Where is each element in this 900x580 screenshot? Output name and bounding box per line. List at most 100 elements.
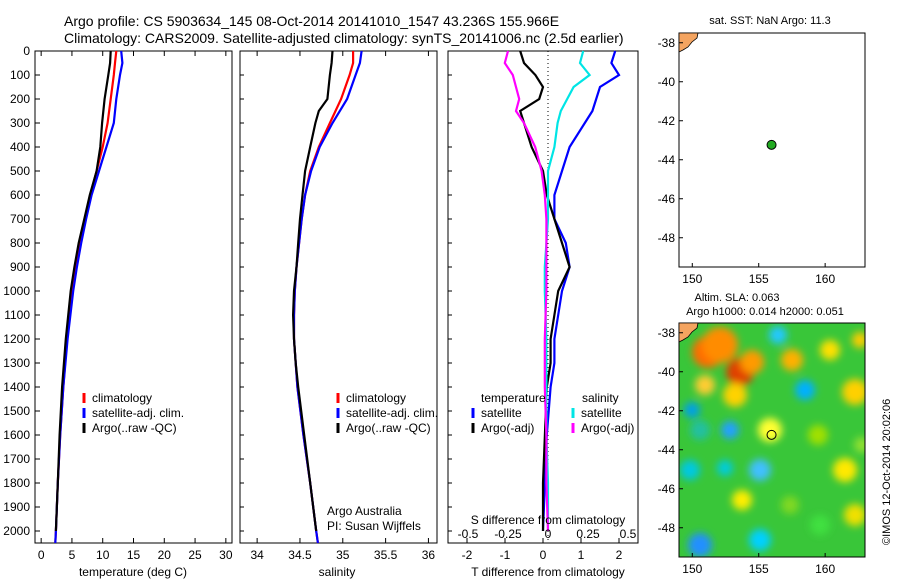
difference-s-tick-label: 0.5: [620, 527, 637, 541]
sla-field-blob: [810, 515, 830, 535]
difference-xtick-label: 2: [616, 548, 623, 562]
sla-land-patch: [678, 322, 699, 343]
sla-field-blob: [740, 350, 764, 374]
depth-tick-label: 1800: [3, 476, 30, 490]
depth-tick-label: 1900: [3, 500, 30, 514]
temperature-xtick-label: 5: [69, 548, 76, 562]
sst_map-ytick-label: -40: [658, 75, 676, 89]
sla-field-blob: [842, 379, 865, 405]
sla-field-blob: [717, 460, 733, 476]
sla_map-ytick-label: -38: [658, 326, 676, 340]
salinity-xtick-label: 34.5: [288, 548, 312, 562]
sst-map-panel: sat. SST: NaN Argo: 11.3 150 155 160 -38 -40…: [658, 15, 866, 286]
difference-xtick-label: 0: [540, 548, 547, 562]
sla-field-blob: [795, 380, 815, 400]
sla-title-line-1: Altim. SLA: 0.063: [695, 292, 780, 304]
sla-title-line-2: Argo h1000: 0.014 h2000: 0.051: [686, 306, 844, 318]
sla-field-blob: [852, 332, 865, 348]
difference-series-line-2: [543, 50, 592, 531]
legend-label: satellite-adj. clim.: [92, 406, 184, 420]
depth-tick-label: 700: [10, 212, 30, 226]
sst_map-ytick-label: -42: [658, 114, 676, 128]
difference-xlabel-t: T difference from climatology: [471, 565, 625, 579]
legend-label: climatology: [92, 391, 152, 405]
salinity-annotation-line-2: PI: Susan Wijffels: [327, 519, 421, 533]
temperature-panel: 0 5 10 15 20 25 30 0 100 200 300 400 500 600 700 800 90…: [3, 44, 452, 579]
depth-tick-label: 1600: [3, 428, 30, 442]
salinity-xtick-label: 36: [422, 548, 436, 562]
salinity-series-line-0: [292, 51, 355, 544]
sla-field-blob: [688, 533, 712, 557]
sst_map-ytick-label: -38: [658, 36, 676, 50]
salinity-xtick-label: 35.5: [374, 548, 398, 562]
difference-panel: -2 -1 0 1 2 -0.5 -0.25 0 0.25 0.5 T difference f…: [447, 50, 639, 579]
difference-legend: temperature salinitysatelliteArgo(-adj)sa…: [471, 391, 634, 435]
legend-label: Argo(..raw -QC): [92, 421, 177, 435]
salinity-panel: 34 34.5 35 35.5 36 salinity climatologysatel…: [239, 50, 438, 579]
difference-s-tick-label: -0.5: [458, 527, 479, 541]
depth-tick-label: 1300: [3, 356, 30, 370]
argo-float-marker: [766, 139, 777, 150]
salinity-series-line-1: [292, 50, 363, 544]
sla-heatmap: [679, 323, 865, 557]
difference-legend-s-title: salinity: [582, 391, 619, 405]
sla-field-blob: [769, 326, 787, 344]
sla_map-xtick-label: 160: [815, 562, 835, 576]
sla-field-blob: [695, 375, 715, 395]
sla-field-blob: [844, 504, 865, 526]
sla-field-blob: [854, 437, 865, 453]
legend-label: Argo(..raw -QC): [346, 421, 431, 435]
temperature-series-line-1: [54, 50, 124, 544]
temperature-xtick-label: 20: [158, 548, 172, 562]
depth-tick-label: 300: [10, 116, 30, 130]
depth-tick-label: 500: [10, 164, 30, 178]
depth-tick-label: 1200: [3, 332, 30, 346]
sla-field-blob: [820, 340, 840, 360]
depth-tick-label: 2000: [3, 524, 30, 538]
temperature-xlabel: temperature (deg C): [79, 565, 187, 579]
sst_map-xtick-label: 160: [815, 272, 835, 286]
sst_map-ytick-label: -44: [658, 153, 676, 167]
sla_map-ytick-label: -40: [658, 365, 676, 379]
title-line-2: Climatology: CARS2009. Satellite-adjuste…: [64, 30, 624, 46]
depth-tick-label: 0: [23, 44, 30, 58]
depth-tick-label: 1500: [3, 404, 30, 418]
sla-field-blob: [684, 402, 700, 418]
depth-tick-label: 800: [10, 236, 30, 250]
sla-field-blob: [758, 418, 782, 442]
sst_map-xtick-label: 155: [749, 272, 769, 286]
sla-field-blob: [749, 459, 771, 481]
difference-xtick-label: -2: [462, 548, 473, 562]
depth-tick-label: 1400: [3, 380, 30, 394]
difference-series-line-1: [518, 50, 571, 531]
sla-map-frame: [678, 322, 866, 558]
sla-field-blob: [833, 458, 857, 482]
temperature-axes-frame: [34, 50, 233, 544]
title-line-1: Argo profile: CS 5903634_145 08-Oct-2014…: [64, 13, 559, 29]
difference-s-tick-label: 0.25: [576, 527, 600, 541]
sst_map-xtick-label: 150: [682, 272, 702, 286]
sla_map-ytick-label: -44: [658, 443, 676, 457]
temperature-series-line-0: [54, 50, 118, 544]
legend-label: satellite-adj. clim.: [346, 406, 438, 420]
temperature-xtick-label: 25: [188, 548, 202, 562]
salinity-axes-frame: [239, 50, 438, 544]
difference-s-tick-label: 0: [545, 527, 552, 541]
legend-label: satellite: [581, 406, 622, 420]
sla-map-panel: Altim. SLA: 0.063 Argo h1000: 0.014 h200…: [658, 292, 893, 576]
legend-label: satellite: [481, 406, 522, 420]
sla_map-ytick-label: -46: [658, 482, 676, 496]
temperature-xtick-label: 0: [38, 548, 45, 562]
sla-field-blob: [781, 349, 803, 371]
sla_map-ytick-label: -42: [658, 404, 676, 418]
difference-xtick-label: 1: [578, 548, 585, 562]
depth-tick-label: 900: [10, 260, 30, 274]
salinity-xtick-label: 34: [250, 548, 264, 562]
sst-map-title: sat. SST: NaN Argo: 11.3: [709, 15, 830, 27]
sla_map-xtick-label: 150: [682, 562, 702, 576]
temperature-xtick-label: 15: [127, 548, 141, 562]
depth-tick-label: 1000: [3, 284, 30, 298]
temperature-series-line-2: [54, 50, 112, 532]
